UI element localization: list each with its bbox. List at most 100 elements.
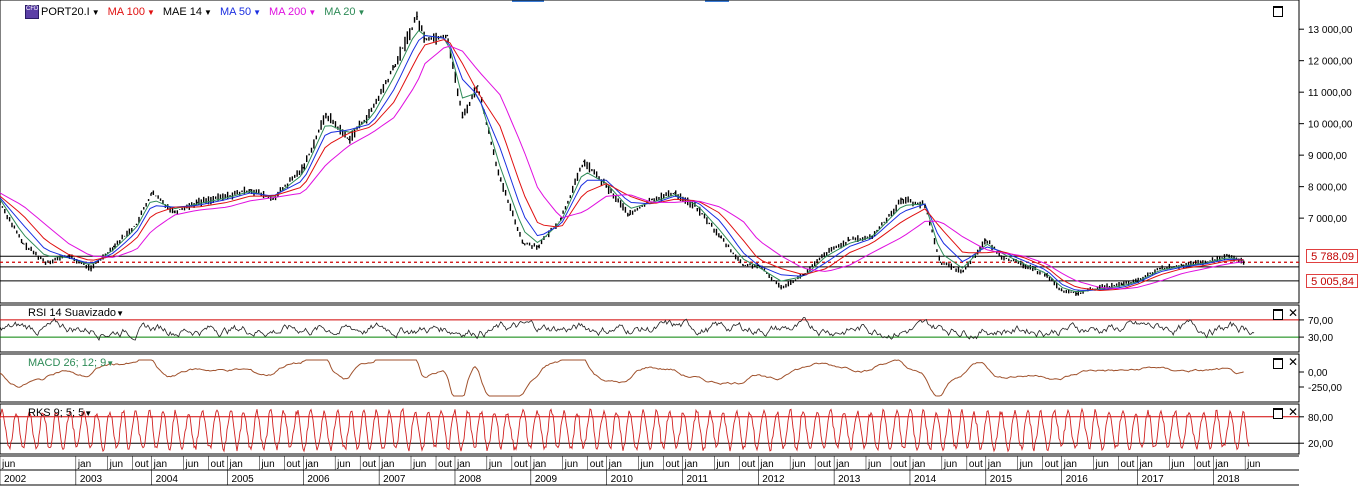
rsi-panel-label[interactable]: RSI 14 Suavizado▼ xyxy=(28,307,124,319)
price-tag-upper: 5 788,09 xyxy=(1306,249,1358,264)
year-label: 2014 xyxy=(914,474,937,485)
month-label: jun xyxy=(1019,459,1033,470)
price-point xyxy=(1182,264,1184,267)
price-tick-label: 13 000,00 xyxy=(1308,25,1353,36)
year-label: 2012 xyxy=(762,474,785,485)
rks-panel-frame xyxy=(0,403,1300,455)
top-tab-marker-1 xyxy=(512,0,544,2)
price-point xyxy=(924,204,926,207)
rsi-axis-30-label: 30,00 xyxy=(1308,333,1333,344)
rks-axis-80-label: 80,00 xyxy=(1308,413,1333,424)
rsi-panel-frame xyxy=(0,304,1300,353)
year-label: 2011 xyxy=(686,474,708,485)
indicator-legend: CFD PORT20.I ▼ MA 100 ▼ MAE 14 ▼ MA 50 ▼ MA … xyxy=(0,4,373,20)
month-label: out xyxy=(741,459,755,470)
legend-ma50[interactable]: MA 50 ▼ xyxy=(220,6,261,18)
price-point xyxy=(325,113,327,116)
rks-label-text: RKS 9; 5; 5 xyxy=(28,407,85,419)
price-point xyxy=(628,214,631,216)
rsi-line xyxy=(0,317,1255,341)
dropdown-arrow-icon: ▼ xyxy=(204,8,212,17)
legend-ma100-label: MA 100 xyxy=(107,6,145,18)
price-tick-label: 12 000,00 xyxy=(1308,57,1353,68)
month-label: jun xyxy=(1246,459,1260,470)
dropdown-arrow-icon: ▼ xyxy=(106,359,115,368)
price-point xyxy=(1098,286,1101,289)
month-label: jun xyxy=(488,459,502,470)
close-macd-panel-icon[interactable]: ✕ xyxy=(1288,355,1299,369)
month-label: jun xyxy=(564,459,578,470)
year-label: 2017 xyxy=(1141,474,1164,485)
legend-ma200[interactable]: MA 200 ▼ xyxy=(269,6,316,18)
month-label: jan xyxy=(759,459,773,470)
price-point xyxy=(1227,255,1230,257)
month-label: jan xyxy=(1063,459,1077,470)
price-point xyxy=(1242,261,1245,264)
year-label: 2013 xyxy=(838,474,861,485)
rks-line xyxy=(0,407,1250,453)
month-label: out xyxy=(590,459,604,470)
price-point xyxy=(537,245,540,248)
price-point xyxy=(499,179,502,182)
month-label: out xyxy=(438,459,452,470)
price-point xyxy=(674,192,676,194)
year-label: 2005 xyxy=(231,474,254,485)
price-point xyxy=(1060,289,1063,292)
month-label: jun xyxy=(412,459,426,470)
month-label: jan xyxy=(532,459,546,470)
legend-symbol[interactable]: PORT20.I ▼ xyxy=(41,6,100,18)
rks-panel-label[interactable]: RKS 9; 5; 5▼ xyxy=(28,407,92,419)
price-point xyxy=(696,207,699,210)
legend-ma100[interactable]: MA 100 ▼ xyxy=(108,6,155,18)
maximize-price-panel-icon[interactable] xyxy=(1273,6,1283,17)
price-point xyxy=(1121,283,1124,286)
year-label: 2002 xyxy=(4,474,27,485)
dropdown-arrow-icon: ▼ xyxy=(91,8,100,17)
dropdown-arrow-icon: ▼ xyxy=(308,8,317,17)
price-point xyxy=(825,251,828,254)
month-label: jun xyxy=(1094,459,1108,470)
month-label: out xyxy=(1121,459,1135,470)
month-label: jan xyxy=(304,459,318,470)
year-label: 2006 xyxy=(307,474,330,485)
price-point xyxy=(605,185,608,188)
month-label: jan xyxy=(456,459,470,470)
price-point xyxy=(742,264,744,267)
price-point xyxy=(939,261,942,264)
month-label: jan xyxy=(835,459,849,470)
price-point xyxy=(1159,267,1162,270)
close-rsi-panel-icon[interactable]: ✕ xyxy=(1288,306,1299,320)
legend-ma20[interactable]: MA 20 ▼ xyxy=(324,6,365,18)
month-label: jun xyxy=(867,459,881,470)
maximize-rsi-panel-icon[interactable] xyxy=(1273,309,1283,320)
price-point xyxy=(370,110,373,112)
month-label: jun xyxy=(109,459,123,470)
price-point xyxy=(1022,264,1025,267)
maximize-rks-panel-icon[interactable] xyxy=(1273,408,1283,419)
price-point xyxy=(1204,261,1207,264)
year-label: 2018 xyxy=(1217,474,1240,485)
price-point xyxy=(522,242,525,245)
month-label: out xyxy=(514,459,528,470)
price-point xyxy=(583,160,585,163)
price-point xyxy=(719,236,722,238)
month-label: out xyxy=(817,459,831,470)
maximize-macd-panel-icon[interactable] xyxy=(1273,358,1283,369)
year-label: 2009 xyxy=(535,474,558,485)
close-rks-panel-icon[interactable]: ✕ xyxy=(1288,405,1299,419)
month-label: out xyxy=(1045,459,1059,470)
month-label: jan xyxy=(1138,459,1152,470)
price-point xyxy=(848,239,851,241)
month-label: jun xyxy=(336,459,350,470)
series-ma-200 xyxy=(0,45,1244,290)
price-point xyxy=(173,211,176,213)
year-label: 2004 xyxy=(156,474,179,485)
price-point xyxy=(476,85,479,87)
year-label: 2003 xyxy=(80,474,103,485)
macd-panel-label[interactable]: MACD 26; 12; 9▼ xyxy=(28,357,114,369)
legend-mae14[interactable]: MAE 14 ▼ xyxy=(163,6,212,18)
dropdown-arrow-icon: ▼ xyxy=(146,8,155,17)
price-axis: 13 000,00 12 000,00 11 000,00 10 000,00 9 00… xyxy=(1299,25,1353,225)
rks-axis-20-label: 20,00 xyxy=(1308,439,1333,450)
